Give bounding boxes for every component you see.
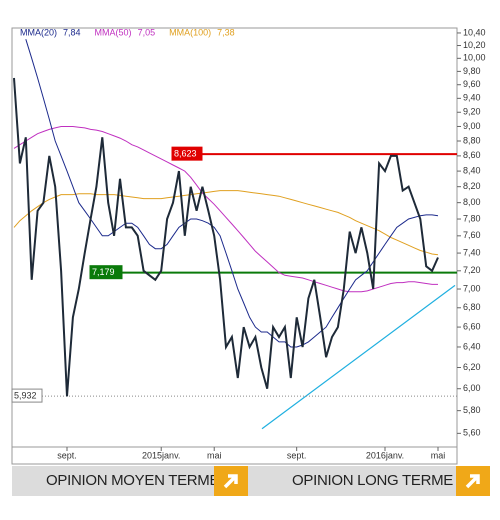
legend-value: 7,84	[63, 27, 81, 37]
y-tick-label: 7,00	[463, 283, 481, 293]
x-tick-label: mai	[207, 450, 222, 460]
button-label[interactable]: OPINION MOYEN TERME	[46, 472, 220, 489]
y-tick-label: 9,60	[463, 79, 481, 89]
legend-name: MMA(50)	[95, 27, 132, 37]
y-tick-label: 5,80	[463, 405, 481, 415]
y-tick-label: 8,40	[463, 165, 481, 175]
legend-value: 7,05	[138, 27, 156, 37]
level-label: 7,179	[92, 267, 115, 277]
arrow-button[interactable]	[456, 466, 490, 496]
y-tick-label: 9,00	[463, 121, 481, 131]
moving-average-line	[25, 39, 439, 348]
y-tick-label: 9,80	[463, 66, 481, 76]
moving-average-line	[13, 190, 439, 256]
y-tick-label: 6,00	[463, 383, 481, 393]
y-tick-label: 8,80	[463, 135, 481, 145]
x-tick-label: sept.	[57, 450, 77, 460]
y-tick-label: 6,80	[463, 302, 481, 312]
plot-frame	[11, 27, 458, 465]
level-label-box	[11, 388, 43, 403]
x-tick-label: 2015janv.	[142, 450, 180, 460]
y-tick-label: 6,20	[463, 362, 481, 372]
y-tick-label: 8,20	[463, 181, 481, 191]
arrow-button[interactable]	[214, 466, 248, 496]
level-label: 8,623	[174, 149, 197, 159]
y-tick-label: 10,20	[463, 40, 486, 50]
button-label[interactable]: OPINION LONG TERME	[292, 472, 454, 489]
level-label-box	[171, 146, 203, 161]
y-tick-label: 6,60	[463, 321, 481, 331]
y-tick-label: 10,40	[463, 27, 486, 37]
y-tick-label: 7,40	[463, 247, 481, 257]
legend-name: MMA(100)	[169, 27, 211, 37]
level-label-box	[89, 265, 123, 280]
y-tick-label: 8,00	[463, 197, 481, 207]
arrow-icon	[223, 474, 238, 489]
price-line	[13, 77, 439, 397]
y-tick-label: 10,00	[463, 53, 486, 63]
y-tick-label: 7,80	[463, 213, 481, 223]
opinion-bar: OPINION MOYEN TERME OPINION LONG TERME	[12, 466, 490, 496]
legend-name: MMA(20)	[20, 27, 57, 37]
y-tick-label: 9,40	[463, 93, 481, 103]
trend-line	[261, 284, 456, 430]
chart: 5,60 5,80 6,00 6,20 6,40 6,60 6,80 7,00 7,20 7,40…	[11, 27, 486, 465]
x-tick-label: 2016janv.	[366, 450, 404, 460]
x-tick-label: sept.	[287, 450, 307, 460]
y-tick-label: 7,20	[463, 265, 481, 275]
y-tick-label: 9,20	[463, 107, 481, 117]
y-tick-label: 7,60	[463, 230, 481, 240]
legend-value: 7,38	[217, 27, 235, 37]
moving-average-line	[13, 126, 438, 293]
y-tick-label: 8,60	[463, 150, 481, 160]
arrow-icon	[465, 474, 480, 489]
y-tick-label: 5,60	[463, 428, 481, 438]
level-label: 5,932	[14, 390, 37, 400]
y-tick-label: 6,40	[463, 341, 481, 351]
x-tick-label: mai	[431, 450, 446, 460]
